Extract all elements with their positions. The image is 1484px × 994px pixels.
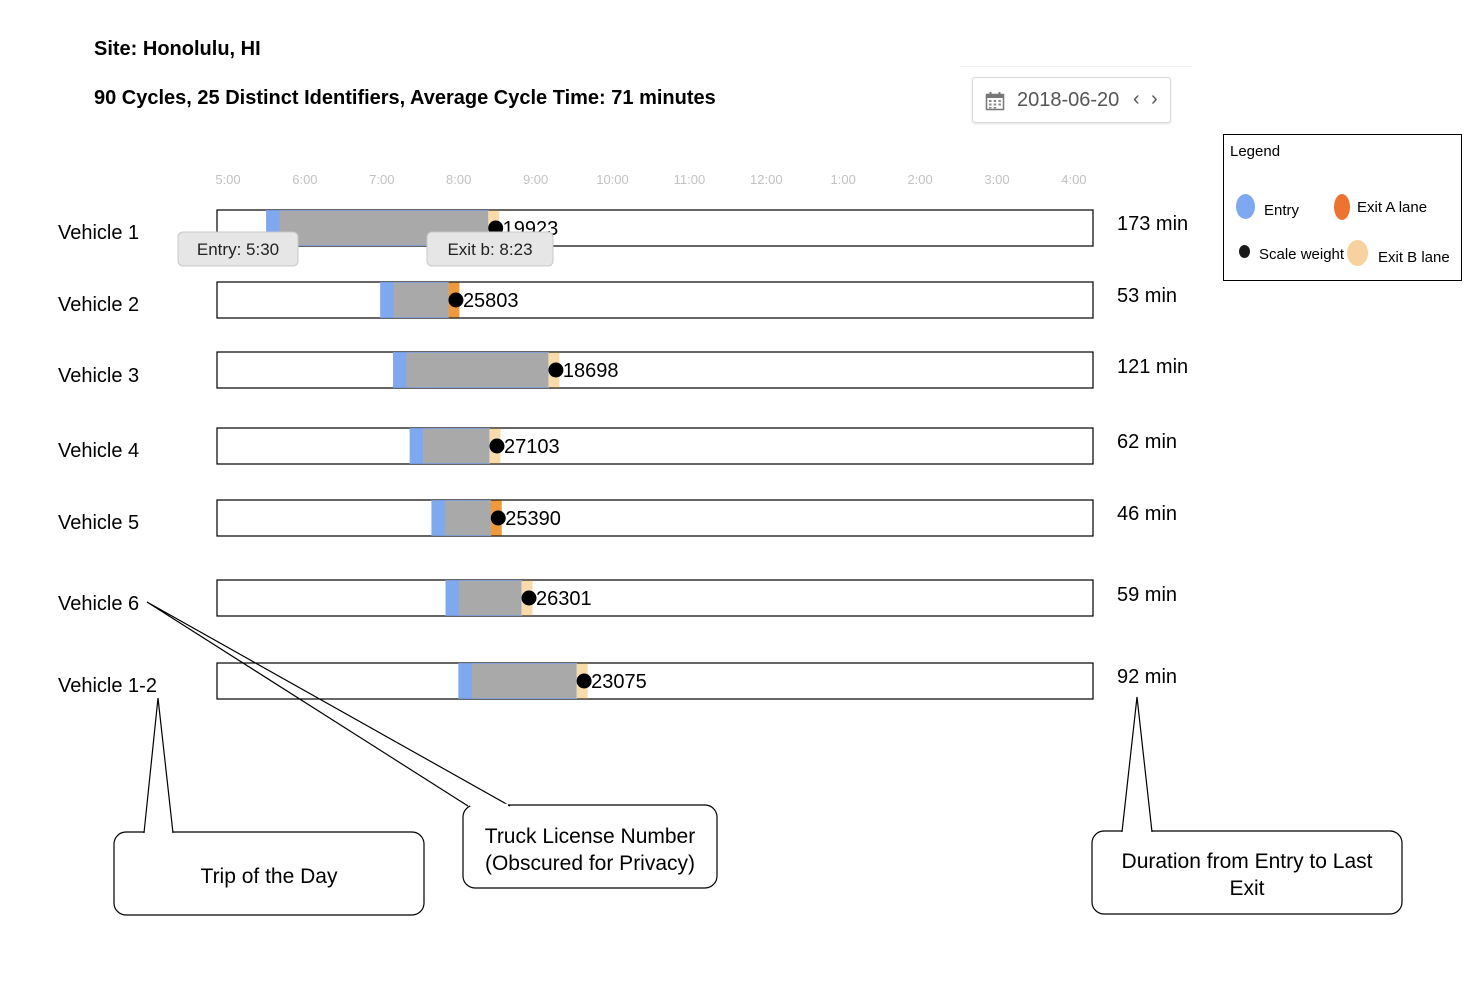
axis-tick-label: 2:00 (907, 172, 932, 187)
scale-weight-label: 26301 (536, 588, 592, 610)
scale-weight-marker[interactable] (489, 438, 505, 454)
timeline-track (216, 499, 1094, 537)
legend-scale-label: Scale weight (1259, 246, 1345, 263)
trip-callout-text: Trip of the Day (201, 865, 338, 888)
site-title: Site: Honolulu, HI (94, 38, 261, 60)
legend-title: Legend (1230, 143, 1281, 160)
legend-scale-swatch (1239, 245, 1250, 258)
cycle-bar[interactable] (458, 663, 578, 699)
entry-segment[interactable] (393, 352, 407, 388)
cycle-duration: 59 min (1117, 584, 1177, 606)
axis-tick-label: 11:00 (674, 172, 706, 187)
axis-tick-label: 8:00 (446, 172, 471, 187)
entry-tooltip (177, 231, 299, 267)
vehicle-label: Vehicle 1-2 (58, 675, 157, 697)
axis-tick-label: 9:00 (523, 172, 548, 187)
license-callout-pointer (146, 601, 511, 807)
legend-exit-a-label: Exit A lane (1357, 199, 1428, 216)
license-callout (462, 804, 718, 889)
entry-segment[interactable] (445, 580, 459, 616)
vehicle-label: Vehicle 5 (58, 512, 139, 534)
license-callout-line1: Truck License Number (485, 825, 695, 848)
cycle-bar[interactable] (409, 428, 490, 464)
timeline-track (216, 579, 1094, 617)
entry-tooltip-text: Entry: 5:30 (197, 240, 279, 259)
scale-weight-marker[interactable] (548, 362, 564, 378)
legend-exit-b-label: Exit B lane (1378, 249, 1450, 266)
axis-tick-label: 6:00 (292, 172, 317, 187)
entry-segment[interactable] (409, 428, 423, 464)
vehicle-label: Vehicle 2 (58, 294, 139, 316)
scale-weight-marker[interactable] (576, 673, 592, 689)
vehicle-label: Vehicle 4 (58, 440, 139, 462)
axis-tick-label: 7:00 (369, 172, 394, 187)
timeline-track (216, 351, 1094, 389)
legend: Legend Entry Exit A lane Scale weight Ex… (1223, 134, 1462, 281)
duration-callout-line2: Exit (1229, 877, 1264, 900)
legend-entry-label: Entry (1264, 202, 1300, 219)
cycle-summary: 90 Cycles, 25 Distinct Identifiers, Aver… (94, 87, 716, 109)
duration-callout (1091, 830, 1403, 915)
scale-weight-label: 25803 (463, 290, 519, 312)
legend-exit-b-swatch (1347, 240, 1368, 266)
axis-tick-label: 5:00 (215, 172, 240, 187)
timeline-track (216, 281, 1094, 319)
entry-segment[interactable] (458, 663, 472, 699)
calendar-icon[interactable] (985, 91, 1005, 116)
trip-callout (113, 831, 425, 916)
cycle-duration: 53 min (1117, 285, 1177, 307)
prev-date-button[interactable]: ‹ (1133, 88, 1140, 110)
axis-tick-label: 10:00 (596, 172, 629, 187)
scale-weight-label: 25390 (505, 508, 561, 530)
timeline-track (216, 662, 1094, 700)
cycle-duration: 92 min (1117, 666, 1177, 688)
scale-weight-label: 23075 (591, 671, 647, 693)
vehicle-label: Vehicle 6 (58, 593, 139, 615)
scale-weight-marker[interactable] (521, 590, 537, 606)
axis-tick-label: 12:00 (750, 172, 783, 187)
selected-date[interactable]: 2018-06-20 (1017, 89, 1120, 111)
axis-tick-label: 1:00 (831, 172, 856, 187)
scale-weight-marker[interactable] (448, 292, 464, 308)
legend-exit-a-swatch (1334, 194, 1350, 220)
cycle-duration: 173 min (1117, 213, 1188, 235)
trip-callout-pointer (143, 697, 174, 834)
scale-weight-label: 18698 (563, 360, 619, 382)
entry-segment[interactable] (380, 282, 394, 318)
axis-tick-label: 4:00 (1061, 172, 1086, 187)
date-picker[interactable]: 2018-06-20 ‹ › (972, 77, 1171, 123)
scale-weight-marker[interactable] (490, 510, 506, 526)
cycle-duration: 62 min (1117, 431, 1177, 453)
exit-tooltip-text: Exit b: 8:23 (447, 240, 532, 259)
timeline-track (216, 427, 1094, 465)
legend-entry-swatch (1236, 194, 1255, 219)
header-divider (960, 66, 1192, 67)
cycle-bar[interactable] (392, 352, 549, 388)
entry-segment[interactable] (431, 500, 445, 536)
next-date-button[interactable]: › (1151, 88, 1158, 110)
cycle-duration: 121 min (1117, 356, 1188, 378)
duration-callout-line1: Duration from Entry to Last (1122, 850, 1373, 873)
license-callout-line2: (Obscured for Privacy) (485, 852, 695, 875)
scale-weight-label: 27103 (504, 436, 560, 458)
vehicle-label: Vehicle 3 (58, 365, 139, 387)
exit-tooltip (426, 231, 554, 267)
axis-tick-label: 3:00 (984, 172, 1009, 187)
duration-callout-pointer (1121, 696, 1153, 833)
vehicle-label: Vehicle 1 (58, 222, 139, 244)
cycle-duration: 46 min (1117, 503, 1177, 525)
